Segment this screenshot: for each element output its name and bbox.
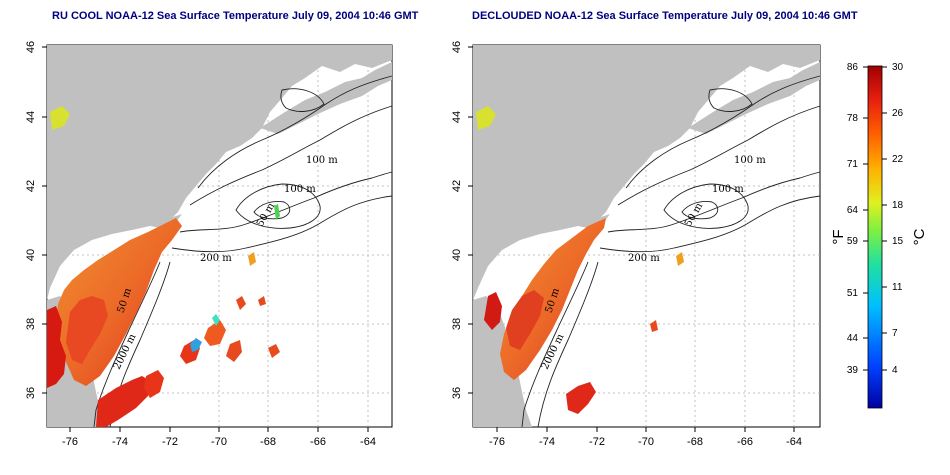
left-y-tick-label: 38 bbox=[25, 318, 37, 330]
right-y-tick-marks bbox=[468, 46, 473, 394]
right-sst-bay bbox=[484, 292, 502, 330]
right-map-title: DECLOUDED NOAA-12 Sea Surface Temperatur… bbox=[472, 10, 858, 22]
right-x-tick-label: -66 bbox=[737, 436, 753, 448]
right-bathymetry-contours bbox=[521, 75, 821, 428]
left-land-nova-scotia bbox=[260, 62, 392, 134]
right-sst-orange-patch bbox=[676, 252, 684, 266]
right-y-tick-label: 38 bbox=[451, 318, 463, 330]
right-contour-label-100m-b: 100 m bbox=[712, 184, 744, 195]
colorbar-c-tick: 4 bbox=[892, 365, 898, 376]
left-bathymetry-contours bbox=[93, 75, 393, 428]
left-land-mainland bbox=[47, 45, 392, 300]
right-x-tick-marks bbox=[496, 427, 795, 432]
right-land-long-island bbox=[578, 214, 610, 228]
colorbar-f-tick: 64 bbox=[847, 205, 859, 216]
left-y-tick-label: 42 bbox=[25, 180, 37, 192]
colorbar-gradient bbox=[867, 65, 883, 409]
left-x-tick-label: -64 bbox=[360, 436, 376, 448]
left-x-tick-label: -76 bbox=[62, 436, 78, 448]
right-sst-yellow-patch bbox=[476, 106, 496, 130]
temperature-colorbar: 86 78 71 64 59 51 44 39 30 26 22 18 15 1… bbox=[830, 62, 928, 409]
colorbar-c-tick: 30 bbox=[892, 62, 904, 73]
left-x-tick-label: -70 bbox=[211, 436, 227, 448]
right-x-tick-label: -68 bbox=[687, 436, 703, 448]
left-y-tick-label: 46 bbox=[25, 41, 37, 53]
left-sst-inner-shelf bbox=[66, 296, 108, 364]
right-y-tick-label: 36 bbox=[451, 387, 463, 399]
right-x-tick-label: -64 bbox=[786, 436, 802, 448]
right-land-mainland bbox=[473, 45, 820, 300]
colorbar-c-tick: 11 bbox=[892, 282, 903, 293]
colorbar-f-tick: 86 bbox=[847, 62, 859, 73]
right-x-tick-label: -70 bbox=[638, 436, 654, 448]
left-x-tick-label: -74 bbox=[112, 436, 128, 448]
left-x-tick-label: -66 bbox=[310, 436, 326, 448]
left-y-tick-label: 40 bbox=[25, 249, 37, 261]
left-sst-offshore-3 bbox=[258, 296, 266, 306]
left-sst-offshore-2 bbox=[268, 344, 280, 358]
colorbar-f-tick: 51 bbox=[847, 288, 859, 299]
left-sst-blue-patch bbox=[190, 338, 202, 352]
colorbar-c-tick: 7 bbox=[892, 328, 898, 339]
colorbar-f-tick: 59 bbox=[847, 236, 859, 247]
left-sst-south-eddy-4 bbox=[226, 340, 242, 362]
right-map: 100 m 100 m 50 m 200 m 50 m 2000 m -76 -… bbox=[451, 41, 821, 448]
left-sst-bay bbox=[47, 306, 66, 388]
left-map-title: RU COOL NOAA-12 Sea Surface Temperature … bbox=[52, 10, 419, 22]
right-x-tick-label: -76 bbox=[489, 436, 505, 448]
right-sst-inner-shelf bbox=[506, 290, 544, 350]
left-y-tick-label: 36 bbox=[25, 387, 37, 399]
left-contour-label-200m: 200 m bbox=[200, 253, 232, 264]
colorbar-c-tick: 22 bbox=[892, 154, 904, 165]
colorbar-c-tick: 18 bbox=[892, 200, 904, 211]
right-map-gridlines bbox=[473, 45, 820, 427]
left-y-tick-marks bbox=[42, 46, 47, 394]
right-contour-label-200m: 200 m bbox=[628, 253, 660, 264]
right-contour-label-100m-a: 100 m bbox=[734, 155, 766, 166]
colorbar-celsius-unit: °C bbox=[911, 228, 928, 245]
colorbar-tick-marks bbox=[863, 66, 887, 371]
colorbar-f-tick: 71 bbox=[847, 159, 859, 170]
left-sst-green-patch bbox=[274, 204, 280, 220]
colorbar-c-tick: 26 bbox=[892, 108, 904, 119]
colorbar-fahrenheit-unit: °F bbox=[830, 229, 847, 244]
left-sst-south bbox=[96, 376, 152, 427]
right-sst-offshore-1 bbox=[650, 320, 658, 332]
left-map-gridlines bbox=[47, 45, 392, 427]
left-contour-label-100m-b: 100 m bbox=[284, 184, 316, 195]
colorbar-f-tick: 39 bbox=[847, 365, 859, 376]
right-land-nova-scotia bbox=[688, 62, 820, 134]
colorbar-f-tick: 44 bbox=[847, 333, 859, 344]
left-y-tick-label: 44 bbox=[25, 111, 37, 123]
right-sst-south bbox=[566, 382, 596, 414]
right-y-tick-label: 40 bbox=[451, 249, 463, 261]
left-contour-label-100m-a: 100 m bbox=[306, 155, 338, 166]
right-y-tick-label: 46 bbox=[451, 41, 463, 53]
left-sst-orange-patch bbox=[248, 252, 256, 266]
left-land-long-island bbox=[150, 214, 182, 228]
right-y-tick-label: 42 bbox=[451, 180, 463, 192]
left-x-tick-label: -68 bbox=[260, 436, 276, 448]
right-x-tick-label: -74 bbox=[539, 436, 555, 448]
left-map: 100 m 100 m 50 m 200 m 50 m 2000 m -76 -… bbox=[25, 41, 393, 448]
left-x-tick-marks bbox=[69, 427, 369, 432]
left-sst-cyan-patch bbox=[212, 314, 220, 326]
right-x-tick-label: -72 bbox=[589, 436, 605, 448]
left-x-tick-label: -72 bbox=[162, 436, 178, 448]
colorbar-c-tick: 15 bbox=[892, 236, 904, 247]
left-sst-offshore-1 bbox=[236, 296, 246, 310]
left-sst-yellow-patch bbox=[50, 106, 70, 130]
colorbar-f-tick: 78 bbox=[847, 113, 859, 124]
right-y-tick-label: 44 bbox=[451, 111, 463, 123]
left-sst-south-eddy-3 bbox=[204, 320, 226, 346]
left-sst-south-eddy-1 bbox=[144, 370, 164, 398]
